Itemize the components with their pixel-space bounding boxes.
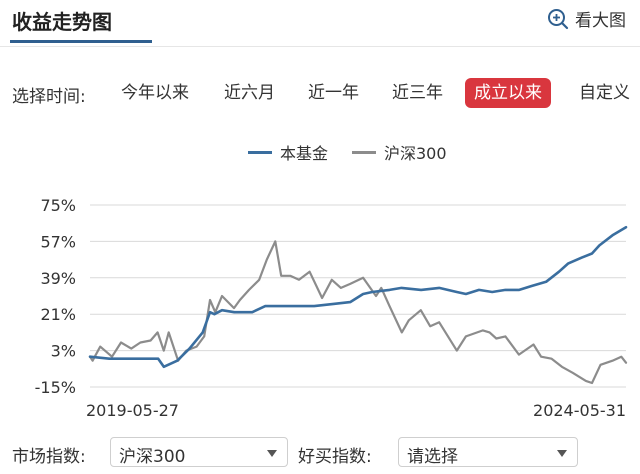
chart-legend: 本基金 沪深300 (0, 140, 640, 164)
range-option-1y[interactable]: 近一年 (308, 83, 359, 103)
zoom-in-icon (548, 8, 569, 29)
range-option-custom[interactable]: 自定义 (579, 83, 630, 103)
x-end-label: 2024-05-31 (533, 401, 626, 420)
legend-label-index: 沪深300 (384, 144, 447, 163)
title-underline (10, 40, 152, 43)
y-tick-label: -15% (35, 378, 76, 397)
index-filter-row: 市场指数: 沪深300 好买指数: 请选择 (0, 436, 640, 470)
chevron-down-icon (267, 450, 277, 457)
y-tick-label: 3% (51, 342, 76, 361)
y-tick-label: 39% (40, 269, 76, 288)
legend-swatch-fund (248, 150, 272, 154)
legend-label-fund: 本基金 (280, 144, 329, 163)
market-index-select[interactable]: 沪深300 (110, 437, 288, 467)
page-title: 收益走势图 (12, 10, 112, 34)
chevron-down-icon (557, 450, 567, 457)
haomai-index-select[interactable]: 请选择 (398, 437, 578, 467)
time-range-selector: 选择时间: 今年以来 近六月 近一年 近三年 成立以来 自定义 (0, 78, 640, 110)
return-trend-chart: 75% 57% 39% 21% 3% -15% 2019-05-27 2024-05-31 (35, 196, 628, 420)
zoom-button[interactable]: 看大图 (547, 6, 626, 31)
zoom-label: 看大图 (575, 11, 626, 31)
legend-swatch-index (352, 150, 376, 154)
time-range-label: 选择时间: (12, 87, 86, 107)
haomai-index-label: 好买指数: (298, 447, 372, 467)
haomai-index-value: 请选择 (407, 447, 458, 467)
range-option-6m[interactable]: 近六月 (224, 83, 275, 103)
legend-item-fund[interactable]: 本基金 (248, 140, 328, 164)
chart-header: 收益走势图 看大图 (0, 0, 640, 47)
x-start-label: 2019-05-27 (86, 401, 179, 420)
series-line-index (88, 240, 628, 385)
legend-item-index[interactable]: 沪深300 (352, 140, 447, 164)
range-option-ytd[interactable]: 今年以来 (121, 83, 189, 103)
market-index-value: 沪深300 (119, 447, 186, 467)
series-line-fund (88, 225, 628, 369)
y-tick-label: 57% (40, 232, 76, 251)
y-tick-label: 21% (40, 305, 76, 324)
y-tick-label: 75% (40, 196, 76, 215)
range-option-since-inception[interactable]: 成立以来 (465, 78, 551, 108)
market-index-label: 市场指数: (12, 447, 86, 467)
range-option-3y[interactable]: 近三年 (392, 83, 443, 103)
